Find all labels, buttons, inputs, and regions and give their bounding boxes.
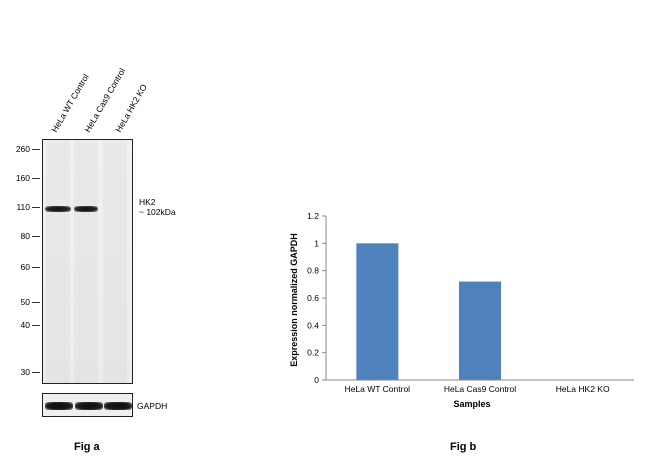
bar-1 xyxy=(459,281,501,380)
y-axis-title: Expression normalized GAPDH xyxy=(289,233,299,367)
gapdh-band-ko xyxy=(104,402,132,410)
mw-marker-60: 60 xyxy=(20,262,30,272)
x-tick-label: HeLa HK2 KO xyxy=(556,384,610,394)
y-tick-label: 1 xyxy=(314,238,319,248)
mw-tick xyxy=(32,149,40,150)
fig-a-caption: Fig a xyxy=(74,441,100,453)
mw-tick xyxy=(32,302,40,303)
mw-marker-80: 80 xyxy=(20,231,30,241)
gapdh-band-cas9 xyxy=(75,402,103,410)
y-tick-label: 0.6 xyxy=(307,293,319,303)
mw-tick xyxy=(32,267,40,268)
gapdh-band-wt xyxy=(45,402,73,410)
y-tick-label: 0.8 xyxy=(307,266,319,276)
x-axis-title: Samples xyxy=(453,399,490,409)
mw-marker-110: 110 xyxy=(16,202,30,212)
mw-marker-260: 260 xyxy=(15,144,30,154)
mw-marker-30: 30 xyxy=(20,367,30,377)
x-tick-label: HeLa WT Control xyxy=(345,384,411,394)
mw-tick xyxy=(32,236,40,237)
y-tick-label: 0.4 xyxy=(307,320,319,330)
y-tick-label: 1.2 xyxy=(307,211,319,221)
mw-marker-160: 160 xyxy=(15,173,30,183)
hk2-band-cas9 xyxy=(74,206,98,212)
mw-marker-40: 40 xyxy=(20,320,30,330)
hk2-band-wt xyxy=(45,206,71,212)
mw-marker-50: 50 xyxy=(20,297,30,307)
mw-tick xyxy=(32,207,40,208)
blot-membrane xyxy=(42,139,133,384)
bar-0 xyxy=(356,243,399,380)
band-size: ~ 102kDa xyxy=(139,207,176,217)
y-tick-label: 0 xyxy=(314,375,319,385)
gapdh-label: GAPDH xyxy=(137,401,168,411)
mw-tick xyxy=(32,372,40,373)
gapdh-blot xyxy=(42,393,133,417)
mw-tick xyxy=(32,178,40,179)
fig-b-caption: Fig b xyxy=(450,441,477,453)
band-label: HK2 xyxy=(139,197,156,207)
mw-tick xyxy=(32,325,40,326)
x-tick-label: HeLa Cas9 Control xyxy=(444,384,516,394)
y-tick-label: 0.2 xyxy=(307,348,319,358)
